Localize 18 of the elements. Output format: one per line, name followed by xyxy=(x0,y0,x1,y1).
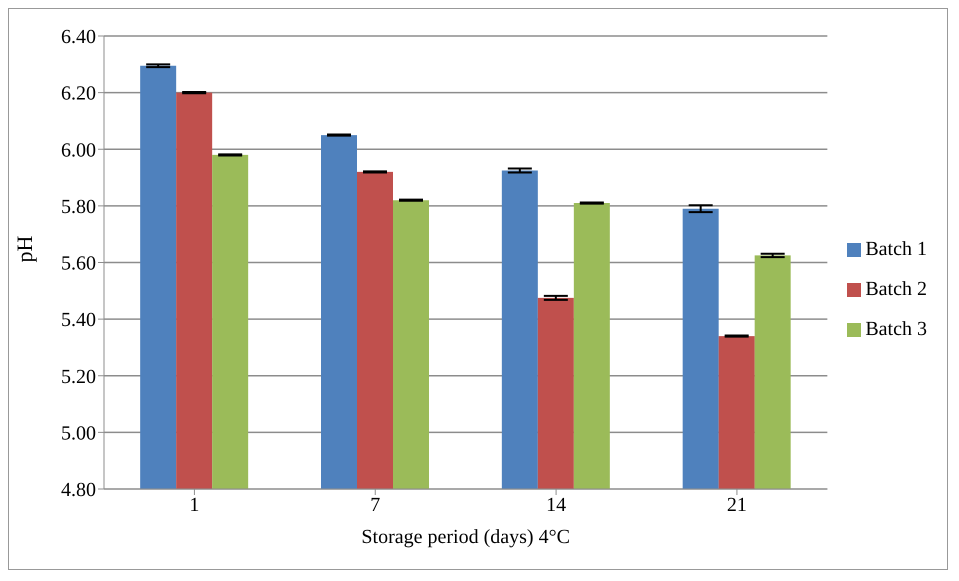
x-axis-title: Storage period (days) 4°C xyxy=(361,526,570,548)
y-tick-label: 5.00 xyxy=(61,422,96,444)
x-tick-label: 14 xyxy=(546,494,566,516)
y-tick-label: 5.80 xyxy=(61,196,96,218)
y-tick-label: 5.20 xyxy=(61,366,96,388)
y-tick-label: 6.40 xyxy=(61,26,96,48)
x-tick-label: 21 xyxy=(726,494,747,516)
legend-label: Batch 2 xyxy=(865,278,927,300)
legend-label: Batch 1 xyxy=(865,238,927,260)
legend-label: Batch 3 xyxy=(865,318,927,340)
x-tick-label: 7 xyxy=(370,494,380,516)
x-tick-label: 1 xyxy=(189,494,200,516)
y-tick-label: 6.00 xyxy=(61,139,96,162)
y-tick-label: 5.40 xyxy=(61,309,96,332)
y-axis-title: pH xyxy=(12,236,37,262)
y-tick-label: 6.20 xyxy=(61,82,96,105)
y-tick-label: 4.80 xyxy=(61,479,96,502)
y-tick-label: 5.60 xyxy=(61,252,96,275)
